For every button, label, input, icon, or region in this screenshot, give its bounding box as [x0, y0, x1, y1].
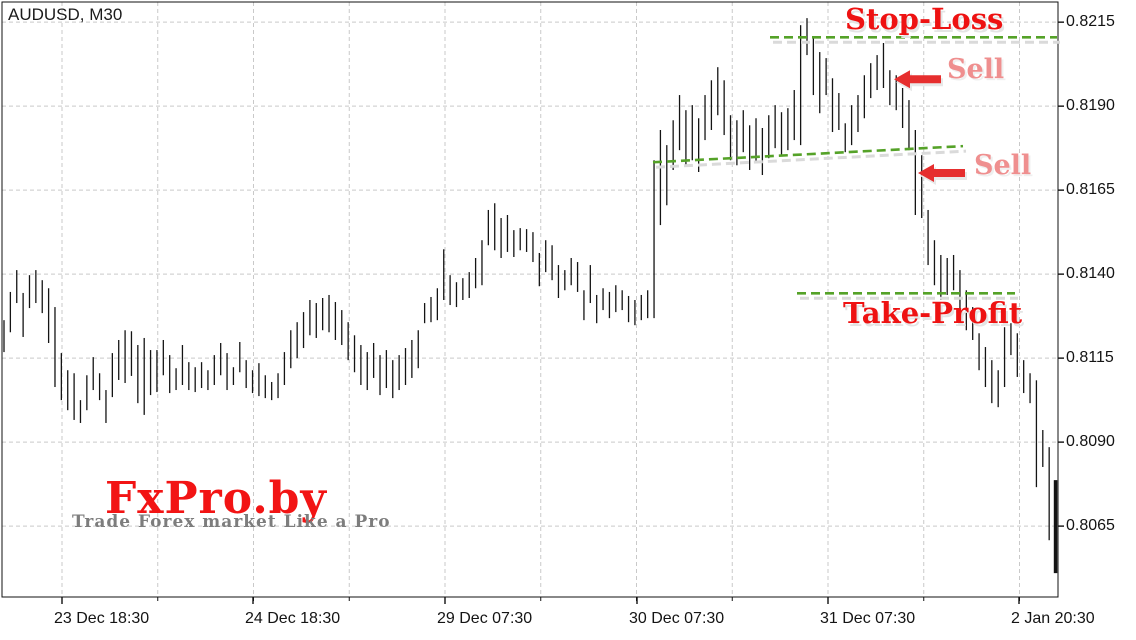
- trend-line-shadow: [655, 149, 967, 169]
- sell-arrow-icon: [894, 70, 941, 89]
- price-axis-label: 0.8090: [1066, 433, 1115, 451]
- take-profit-label: Take-Profit: [843, 296, 1023, 330]
- time-axis-label: 29 Dec 07:30: [437, 610, 533, 627]
- price-axis-label: 0.8115: [1066, 349, 1114, 367]
- price-axis-label: 0.8190: [1066, 97, 1115, 115]
- sell-upper-label: Sell: [947, 54, 1005, 85]
- symbol-timeframe-title: AUDUSD, M30: [8, 5, 123, 24]
- time-axis-label: 23 Dec 18:30: [54, 610, 150, 627]
- watermark-tagline: Trade Forex market Like a Pro: [72, 512, 391, 532]
- price-axis-label: 0.8065: [1066, 517, 1115, 535]
- price-axis-label: 0.8165: [1066, 181, 1115, 199]
- watermark-brand: FxPro.by: [105, 473, 327, 524]
- plot-border: [1, 1, 1059, 598]
- sell-arrow-icon: [918, 164, 965, 183]
- stop-loss-label: Stop-Loss: [845, 2, 1004, 36]
- time-axis-label: 2 Jan 20:30: [1011, 610, 1095, 627]
- time-axis-label: 30 Dec 07:30: [629, 610, 725, 627]
- price-axis-label: 0.8140: [1066, 265, 1115, 283]
- sell-lower-label: Sell: [974, 150, 1032, 181]
- time-axis-label: 31 Dec 07:30: [820, 610, 916, 627]
- trend-line: [652, 144, 964, 164]
- price-axis-label: 0.8215: [1066, 13, 1115, 31]
- time-axis-label: 24 Dec 18:30: [245, 610, 341, 627]
